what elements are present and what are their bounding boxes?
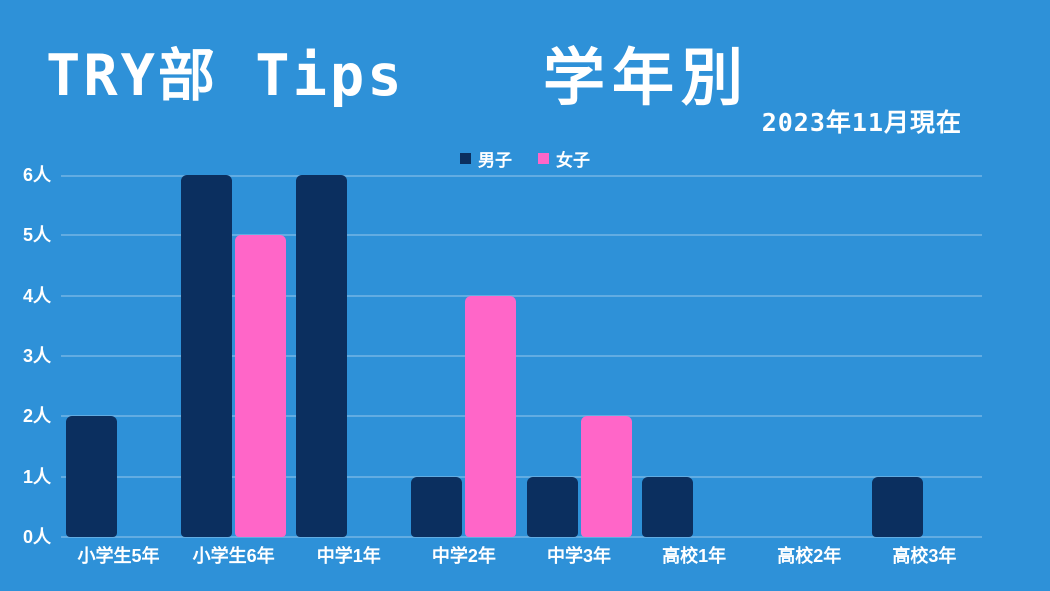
- page-title-club: TRY部 Tips: [46, 43, 405, 109]
- girls-color-swatch-icon: [538, 153, 549, 164]
- boys-color-swatch-icon: [460, 153, 471, 164]
- bar-girls-4: [580, 416, 632, 537]
- gridline-5: [61, 234, 982, 236]
- legend-item-girls: 女子: [538, 146, 590, 171]
- gridline-3: [61, 355, 982, 357]
- page-title-by-grade: 学年別: [543, 41, 751, 114]
- legend-item-boys: 男子: [460, 146, 512, 171]
- legend-label-boys: 男子: [478, 151, 512, 170]
- y-axis-label-3: 3人: [22, 346, 51, 366]
- category-group-5: 高校1年: [637, 175, 752, 566]
- category-group-7: 高校3年: [867, 175, 982, 566]
- bar-girls-3: [465, 296, 517, 537]
- y-axis-label-2: 2人: [22, 406, 51, 426]
- bar-boys-0: [66, 416, 118, 537]
- category-group-0: 小学生5年: [61, 175, 176, 566]
- category-group-6: 高校2年: [752, 175, 867, 566]
- gridline-0: [61, 536, 982, 538]
- x-axis-label-0: 小学生5年: [77, 546, 160, 566]
- x-axis-label-1: 小学生6年: [192, 546, 275, 566]
- gridline-2: [61, 415, 982, 417]
- y-axis-label-6: 6人: [22, 165, 51, 185]
- x-axis-label-2: 中学1年: [316, 546, 381, 566]
- y-axis-label-1: 1人: [22, 467, 51, 487]
- y-axis-label-0: 0人: [22, 527, 51, 547]
- category-row: 小学生5年 小学生6年 中学1年 中学2年 中学3年 高校1年 高校2年 高校3年: [61, 175, 982, 566]
- category-group-3: 中学2年: [406, 175, 521, 566]
- bar-boys-2: [296, 175, 348, 537]
- gridline-4: [61, 295, 982, 297]
- bar-boys-5: [641, 477, 693, 537]
- chart-legend: 男子 女子: [0, 146, 1050, 171]
- x-axis-label-3: 中学2年: [431, 546, 496, 566]
- bar-boys-4: [526, 477, 578, 537]
- y-axis-label-4: 4人: [22, 286, 51, 306]
- gridline-1: [61, 476, 982, 478]
- as-of-date-label: 2023年11月現在: [761, 108, 962, 137]
- x-axis-label-5: 高校1年: [662, 546, 727, 566]
- legend-label-girls: 女子: [556, 151, 590, 170]
- bar-girls-1: [235, 235, 287, 537]
- x-axis-label-7: 高校3年: [892, 546, 957, 566]
- gridline-6: [61, 175, 982, 177]
- bar-boys-3: [411, 477, 463, 537]
- bar-boys-1: [181, 175, 233, 537]
- x-axis-label-4: 中学3年: [547, 546, 612, 566]
- category-group-2: 中学1年: [291, 175, 406, 566]
- category-group-1: 小学生6年: [176, 175, 291, 566]
- bar-chart-plot-area: 0人 1人 2人 3人 4人 5人 6人小学生5年 小学生6年 中学1年 中学2年 中学3年 高校1年…: [23, 165, 982, 566]
- bar-boys-7: [871, 477, 923, 537]
- category-group-4: 中学3年: [522, 175, 637, 566]
- x-axis-label-6: 高校2年: [777, 546, 842, 566]
- y-axis-label-5: 5人: [22, 225, 51, 245]
